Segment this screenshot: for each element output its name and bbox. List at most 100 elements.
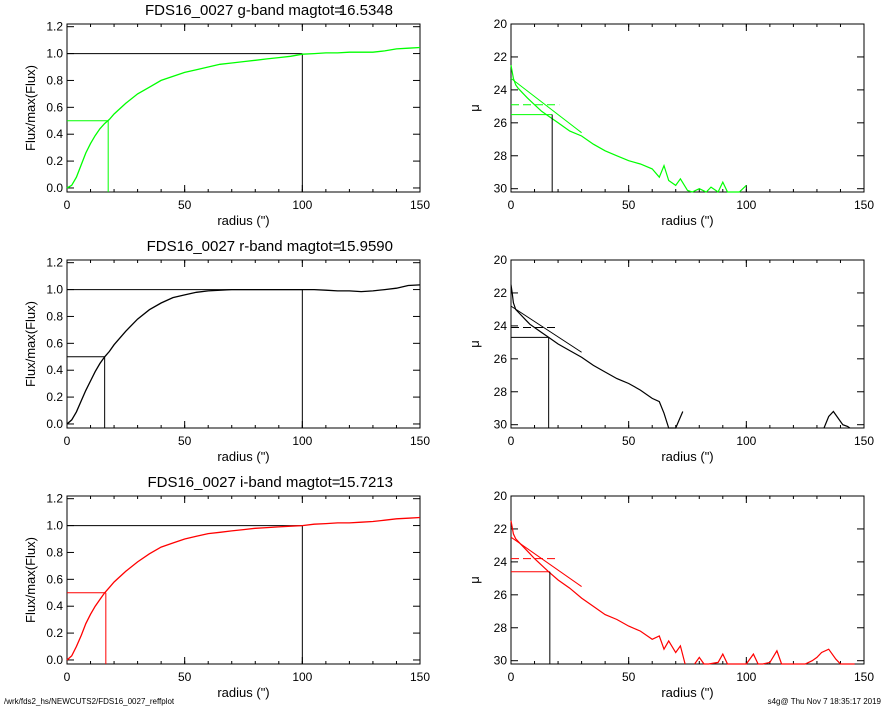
g-band-magtot: 16.5348	[339, 2, 393, 19]
x-tick-label: 50	[178, 670, 192, 684]
i-band-magtot: 15.7213	[339, 474, 393, 491]
x-tick-label: 150	[854, 670, 874, 684]
y-tick-label: 26	[494, 588, 508, 602]
x-tick-label: 100	[736, 434, 756, 448]
i-growth-curve-y-label: Flux/max(Flux)	[23, 537, 38, 623]
r-growth-curve-frame	[66, 259, 421, 429]
i-surface-brightness-y-label: μ	[467, 576, 482, 584]
x-tick-label: 0	[64, 434, 71, 448]
i-surface-brightness-frame	[510, 495, 865, 665]
y-tick-label: 0.4	[46, 363, 63, 377]
g-surface-brightness-x-label: radius (")	[661, 213, 713, 228]
x-tick-label: 50	[178, 198, 192, 212]
y-tick-label: 24	[494, 555, 508, 569]
i-growth-curve-frame	[66, 495, 421, 665]
x-tick-label: 50	[622, 198, 636, 212]
x-tick-label: 100	[736, 670, 756, 684]
y-tick-label: 24	[494, 83, 508, 97]
y-tick-label: 28	[494, 149, 508, 163]
i-exponential-fit-line	[510, 536, 582, 587]
y-tick-label: 20	[494, 253, 508, 267]
x-tick-label: 150	[854, 434, 874, 448]
y-tick-label: 1.2	[46, 256, 63, 270]
g-growth-curve-frame	[66, 23, 421, 193]
y-tick-label: 22	[494, 50, 508, 64]
y-tick-label: 28	[494, 385, 508, 399]
y-tick-label: 30	[494, 418, 508, 432]
r-exponential-fit-line	[510, 305, 582, 353]
x-tick-label: 100	[736, 198, 756, 212]
i-band-title: FDS16_0027 i-band magtot=	[147, 474, 340, 491]
y-tick-label: 1.0	[46, 283, 63, 297]
i-surface-brightness-x-label: radius (")	[661, 685, 713, 700]
g-exponential-fit-line	[510, 77, 582, 134]
g-surface-brightness-y-label: μ	[467, 104, 482, 112]
y-tick-label: 0.0	[46, 417, 63, 431]
g-growth-curve-x-label: radius (")	[217, 213, 269, 228]
y-tick-label: 0.6	[46, 336, 63, 350]
y-tick-label: 22	[494, 522, 508, 536]
g-band-growth-curve-panel: FDS16_0027 g-band magtot= 16.5348 0 50 100…	[23, 2, 430, 228]
y-tick-label: 1.0	[46, 47, 63, 61]
y-tick-label: 0.4	[46, 127, 63, 141]
x-tick-label: 50	[178, 434, 192, 448]
y-tick-label: 1.2	[46, 20, 63, 34]
y-tick-label: 1.2	[46, 492, 63, 506]
i-band-growth-curve-panel: FDS16_0027 i-band magtot= 15.7213 0 50 100…	[23, 474, 430, 700]
g-band-title: FDS16_0027 g-band magtot=	[145, 2, 343, 19]
x-tick-label: 0	[508, 198, 515, 212]
g-growth-curve-line	[66, 46, 421, 189]
x-tick-label: 0	[508, 434, 515, 448]
r-growth-curve-line	[66, 284, 421, 425]
footer-file-path: /wrk/fds2_hs/NEWCUTS2/FDS16_0027_reffplo…	[4, 697, 175, 706]
r-band-title: FDS16_0027 r-band magtot=	[147, 238, 342, 255]
i-growth-curve-line	[66, 516, 421, 661]
y-tick-label: 0.0	[46, 181, 63, 195]
x-tick-label: 150	[410, 198, 430, 212]
x-tick-label: 0	[64, 198, 71, 212]
y-tick-label: 0.2	[46, 390, 63, 404]
x-tick-label: 150	[410, 670, 430, 684]
x-tick-label: 50	[622, 434, 636, 448]
r-surface-brightness-x-label: radius (")	[661, 449, 713, 464]
r-profile-line	[510, 284, 684, 429]
y-tick-label: 26	[494, 116, 508, 130]
r-growth-curve-y-label: Flux/max(Flux)	[23, 301, 38, 387]
footer-timestamp: s4g@ Thu Nov 7 18:35:17 2019	[768, 697, 882, 706]
y-tick-label: 22	[494, 286, 508, 300]
r-band-surface-brightness-panel: 0 50 100 150 20 22 24 26 28 30 radius (") μ	[467, 253, 874, 464]
y-tick-label: 20	[494, 489, 508, 503]
x-tick-label: 100	[292, 434, 312, 448]
x-tick-label: 150	[854, 198, 874, 212]
y-tick-label: 0.2	[46, 626, 63, 640]
g-band-surface-brightness-panel: 0 50 100 150 20 22 24 26 28 30 radius (") μ	[467, 17, 874, 228]
x-tick-label: 100	[292, 198, 312, 212]
y-tick-label: 0.2	[46, 154, 63, 168]
x-tick-label: 50	[622, 670, 636, 684]
i-band-surface-brightness-panel: 0 50 100 150 20 22 24 26 28 30 radius (") μ	[467, 489, 874, 700]
r-band-growth-curve-panel: FDS16_0027 r-band magtot= 15.9590 0 50 100…	[23, 238, 430, 464]
y-tick-label: 0.8	[46, 309, 63, 323]
x-tick-label: 0	[64, 670, 71, 684]
y-tick-label: 28	[494, 621, 508, 635]
y-tick-label: 0.6	[46, 572, 63, 586]
i-growth-curve-x-label: radius (")	[217, 685, 269, 700]
i-profile-line-outer	[694, 648, 855, 665]
y-tick-label: 0.6	[46, 100, 63, 114]
g-surface-brightness-frame	[510, 23, 865, 193]
g-profile-line	[510, 65, 747, 193]
r-band-magtot: 15.9590	[339, 238, 393, 255]
x-tick-label: 150	[410, 434, 430, 448]
y-tick-label: 0.0	[46, 653, 63, 667]
y-tick-label: 30	[494, 654, 508, 668]
i-profile-line	[510, 520, 686, 665]
y-tick-label: 24	[494, 319, 508, 333]
x-tick-label: 0	[508, 670, 515, 684]
r-surface-brightness-frame	[510, 259, 865, 429]
y-tick-label: 0.8	[46, 73, 63, 87]
r-surface-brightness-y-label: μ	[467, 340, 482, 348]
r-growth-curve-x-label: radius (")	[217, 449, 269, 464]
y-tick-label: 30	[494, 182, 508, 196]
y-tick-label: 20	[494, 17, 508, 31]
